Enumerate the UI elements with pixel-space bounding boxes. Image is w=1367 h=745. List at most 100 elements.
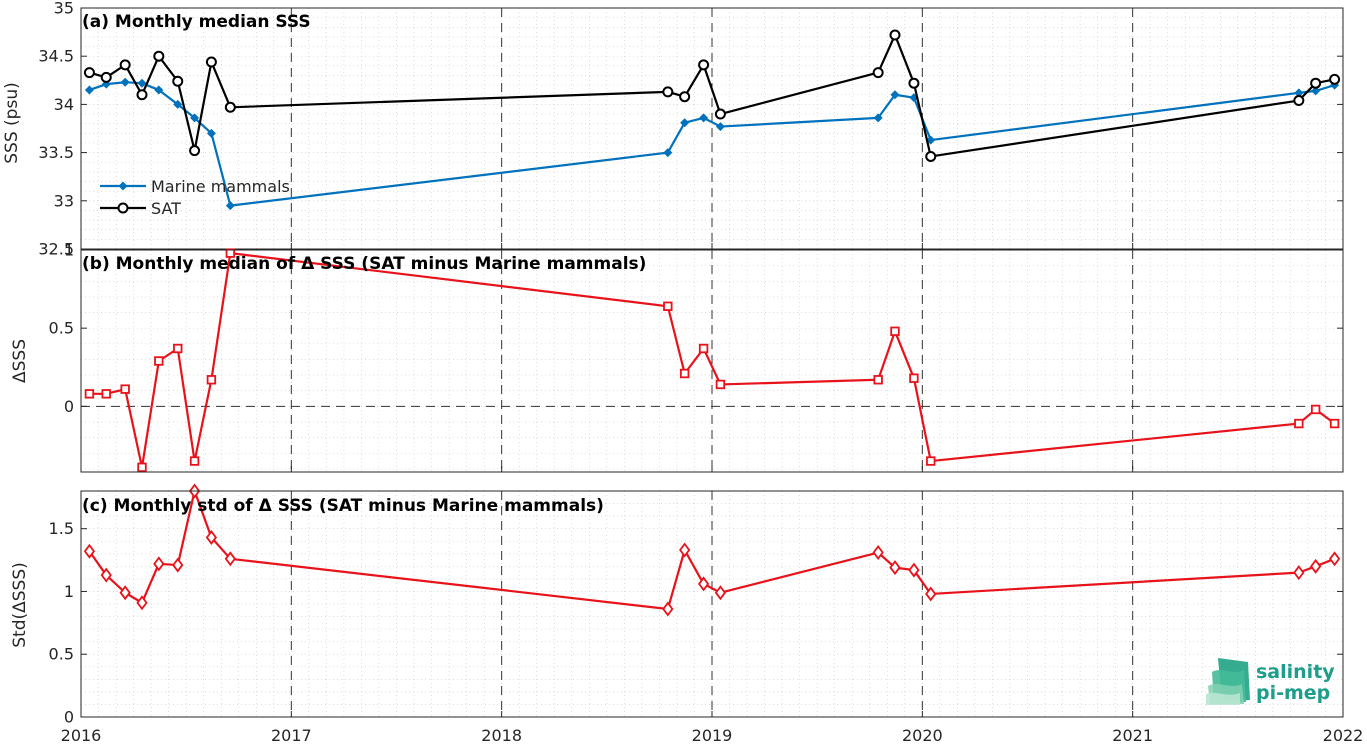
y-tick-label: 1 bbox=[64, 582, 74, 601]
series-line-0 bbox=[89, 252, 1336, 469]
logo-line-2: pi-mep bbox=[1256, 682, 1330, 704]
legend-sat-marker bbox=[117, 202, 129, 214]
panel-a: 32.5 33 33.5 34 34.5 35 (a) Monthly median SS… bbox=[2, 0, 1344, 259]
x-tick-label: 2018 bbox=[481, 726, 522, 745]
data-point bbox=[1329, 418, 1340, 429]
data-point bbox=[119, 585, 131, 601]
x-tick-label: 2021 bbox=[1112, 726, 1153, 745]
data-point bbox=[136, 595, 148, 611]
data-point bbox=[908, 77, 920, 89]
legend: Marine mammals SAT bbox=[100, 177, 290, 218]
legend-marine-marker bbox=[118, 181, 128, 191]
data-point bbox=[889, 560, 901, 576]
data-point bbox=[225, 201, 235, 211]
panel-c-title: (c) Monthly std of Δ SSS (SAT minus Mari… bbox=[82, 496, 604, 516]
panel-c-series bbox=[83, 483, 1341, 617]
data-point bbox=[206, 375, 217, 385]
panel-b-series bbox=[84, 248, 1340, 473]
data-point bbox=[120, 384, 130, 394]
series-line-0 bbox=[88, 489, 1335, 611]
data-point bbox=[679, 368, 690, 379]
data-point bbox=[680, 118, 690, 128]
data-point bbox=[189, 456, 200, 466]
x-tick-label: 2022 bbox=[1323, 726, 1364, 745]
data-point bbox=[663, 148, 673, 158]
data-point bbox=[84, 389, 95, 399]
salinity-pi-mep-logo: salinity pi-mep bbox=[1206, 658, 1335, 705]
y-tick-label: 34.5 bbox=[38, 47, 74, 66]
y-tick-label: 0 bbox=[64, 708, 74, 727]
data-point bbox=[873, 113, 883, 123]
x-tick-label: 2019 bbox=[692, 726, 733, 745]
data-point bbox=[889, 29, 901, 41]
data-point bbox=[699, 113, 709, 123]
data-point bbox=[1328, 551, 1341, 567]
y-tick-label: 1.5 bbox=[49, 519, 74, 538]
y-tick-label: 0.5 bbox=[49, 645, 74, 664]
data-point bbox=[873, 375, 883, 385]
data-point bbox=[698, 59, 710, 71]
data-point bbox=[224, 551, 236, 567]
legend-sat-label: SAT bbox=[151, 199, 181, 218]
x-tick-label: 2016 bbox=[61, 726, 102, 745]
data-point bbox=[206, 128, 216, 138]
panel-a-year-lines bbox=[290, 8, 1134, 249]
data-point bbox=[1294, 418, 1304, 429]
x-tick-label: 2017 bbox=[271, 726, 312, 745]
data-point bbox=[679, 91, 691, 103]
y-tick-label: 0.5 bbox=[49, 319, 74, 338]
data-point bbox=[101, 389, 111, 399]
data-point bbox=[908, 562, 920, 578]
data-point bbox=[872, 67, 884, 79]
y-tick-label: 32.5 bbox=[38, 240, 74, 259]
salinity-wave-icon bbox=[1206, 658, 1250, 705]
data-point bbox=[679, 542, 691, 558]
panel-b-year-lines bbox=[290, 250, 1134, 472]
y-tick-label: 34 bbox=[54, 95, 74, 114]
data-point bbox=[1293, 565, 1305, 581]
data-point bbox=[100, 71, 112, 83]
data-point bbox=[1294, 88, 1304, 98]
data-point bbox=[153, 50, 165, 62]
data-point bbox=[1310, 77, 1322, 89]
panel-b-grid bbox=[81, 250, 1343, 472]
data-point bbox=[189, 145, 201, 157]
data-point bbox=[205, 56, 217, 68]
data-point bbox=[154, 356, 164, 366]
data-point bbox=[663, 301, 673, 311]
data-point bbox=[715, 379, 726, 390]
data-point bbox=[190, 113, 200, 123]
panel-a-y-ticks: 32.5 33 33.5 34 34.5 35 bbox=[38, 0, 1343, 259]
data-point bbox=[137, 78, 147, 88]
panel-a-title: (a) Monthly median SSS bbox=[82, 12, 311, 32]
panel-c-year-lines bbox=[290, 491, 1134, 717]
legend-marine-label: Marine mammals bbox=[151, 177, 290, 196]
data-point bbox=[172, 75, 184, 87]
panel-a-ylabel: SSS (psu) bbox=[2, 82, 22, 163]
data-point bbox=[697, 576, 710, 592]
data-point bbox=[715, 122, 725, 132]
y-tick-label: 35 bbox=[54, 0, 74, 18]
data-point bbox=[119, 59, 131, 71]
y-tick-label: 33.5 bbox=[38, 143, 74, 162]
series-line-1 bbox=[89, 33, 1335, 158]
x-tick-label: 2020 bbox=[902, 726, 943, 745]
data-point bbox=[224, 101, 236, 113]
data-point bbox=[137, 462, 147, 473]
y-tick-label: 0 bbox=[64, 397, 74, 416]
data-point bbox=[100, 567, 112, 583]
data-point bbox=[872, 545, 884, 561]
data-point bbox=[714, 108, 726, 120]
y-tick-label: 33 bbox=[54, 191, 74, 210]
data-point bbox=[153, 556, 165, 572]
panel-c-y-ticks: 0 0.5 1 1.5 bbox=[49, 519, 1343, 727]
data-point bbox=[925, 150, 937, 162]
data-point bbox=[83, 543, 96, 559]
data-point bbox=[173, 343, 183, 354]
panel-b-ylabel: ΔSSS bbox=[10, 339, 30, 383]
logo-line-1: salinity bbox=[1256, 661, 1335, 683]
data-point bbox=[714, 585, 727, 601]
data-point bbox=[909, 373, 919, 383]
data-point bbox=[662, 86, 674, 98]
data-point bbox=[120, 77, 130, 87]
